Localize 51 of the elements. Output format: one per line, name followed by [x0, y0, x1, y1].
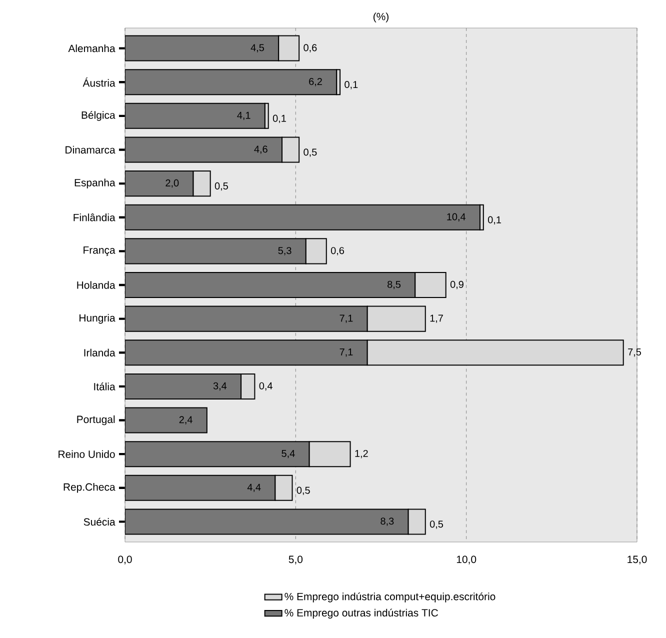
data-label: 8,5 — [388, 280, 401, 290]
data-label: 7,1 — [340, 348, 353, 357]
y-tick-label: França — [84, 246, 116, 256]
data-label: 1,2 — [355, 450, 368, 458]
data-label: 3,4 — [213, 382, 227, 391]
x-tick-label: 5,0 — [288, 556, 303, 564]
data-label: 5,3 — [278, 247, 292, 256]
legend-label: % Emprego outras indústrias TIC — [284, 608, 438, 619]
y-tick-label: Bélgica — [82, 110, 116, 121]
y-tick-label: Finlândia — [74, 214, 116, 222]
data-label: 0,6 — [304, 44, 317, 52]
y-tick-label: Hungria — [80, 314, 116, 324]
data-label: 8,3 — [380, 518, 394, 526]
data-label: 0,1 — [272, 114, 286, 124]
data-label: 0,1 — [344, 80, 358, 90]
x-tick-label: 15,0 — [628, 556, 647, 564]
data-label: 0,6 — [330, 247, 344, 256]
data-label: 0,5 — [304, 148, 317, 157]
y-tick-label: Dinamarca — [66, 146, 116, 154]
data-label: 4,1 — [237, 112, 250, 120]
y-tick-label: Irlanda — [84, 348, 116, 356]
data-label: 5,4 — [282, 450, 295, 458]
data-label: 4,6 — [254, 146, 268, 154]
y-tick-label: Suécia — [84, 518, 116, 526]
x-tick-label: 10,0 — [456, 556, 476, 564]
data-label: 7,1 — [340, 314, 353, 323]
data-label: 0,5 — [214, 182, 228, 191]
data-label: 0,5 — [296, 486, 310, 496]
data-label: 0,4 — [259, 382, 272, 391]
y-tick-label: Rep.Checa — [64, 483, 116, 493]
data-label: 0,1 — [488, 216, 501, 224]
y-tick-label: Portugal — [77, 415, 115, 426]
y-tick-label: Itália — [94, 382, 116, 390]
legend-label: % Emprego indústria comput+equip.escritório — [284, 592, 496, 602]
data-label: 4,5 — [250, 44, 264, 52]
data-label: 0,5 — [430, 520, 444, 529]
data-label: 6,2 — [309, 78, 322, 86]
data-label: 4,4 — [247, 484, 261, 492]
y-tick-label: Espanha — [74, 178, 116, 188]
y-tick-label: Reino Unido — [58, 450, 115, 458]
data-label: 2,0 — [166, 179, 179, 188]
data-label: 0,9 — [450, 280, 464, 290]
data-label: 7,5 — [628, 348, 641, 357]
chart-title: (%) — [374, 12, 388, 22]
y-tick-label: Holanda — [77, 281, 116, 289]
x-tick-label: 0,0 — [118, 556, 132, 564]
data-label: 1,7 — [430, 314, 443, 323]
data-label: 10,4 — [447, 213, 466, 222]
y-tick-label: Áustria — [82, 78, 116, 87]
data-label: 2,4 — [179, 416, 192, 424]
y-tick-label: Alemanha — [68, 44, 116, 52]
